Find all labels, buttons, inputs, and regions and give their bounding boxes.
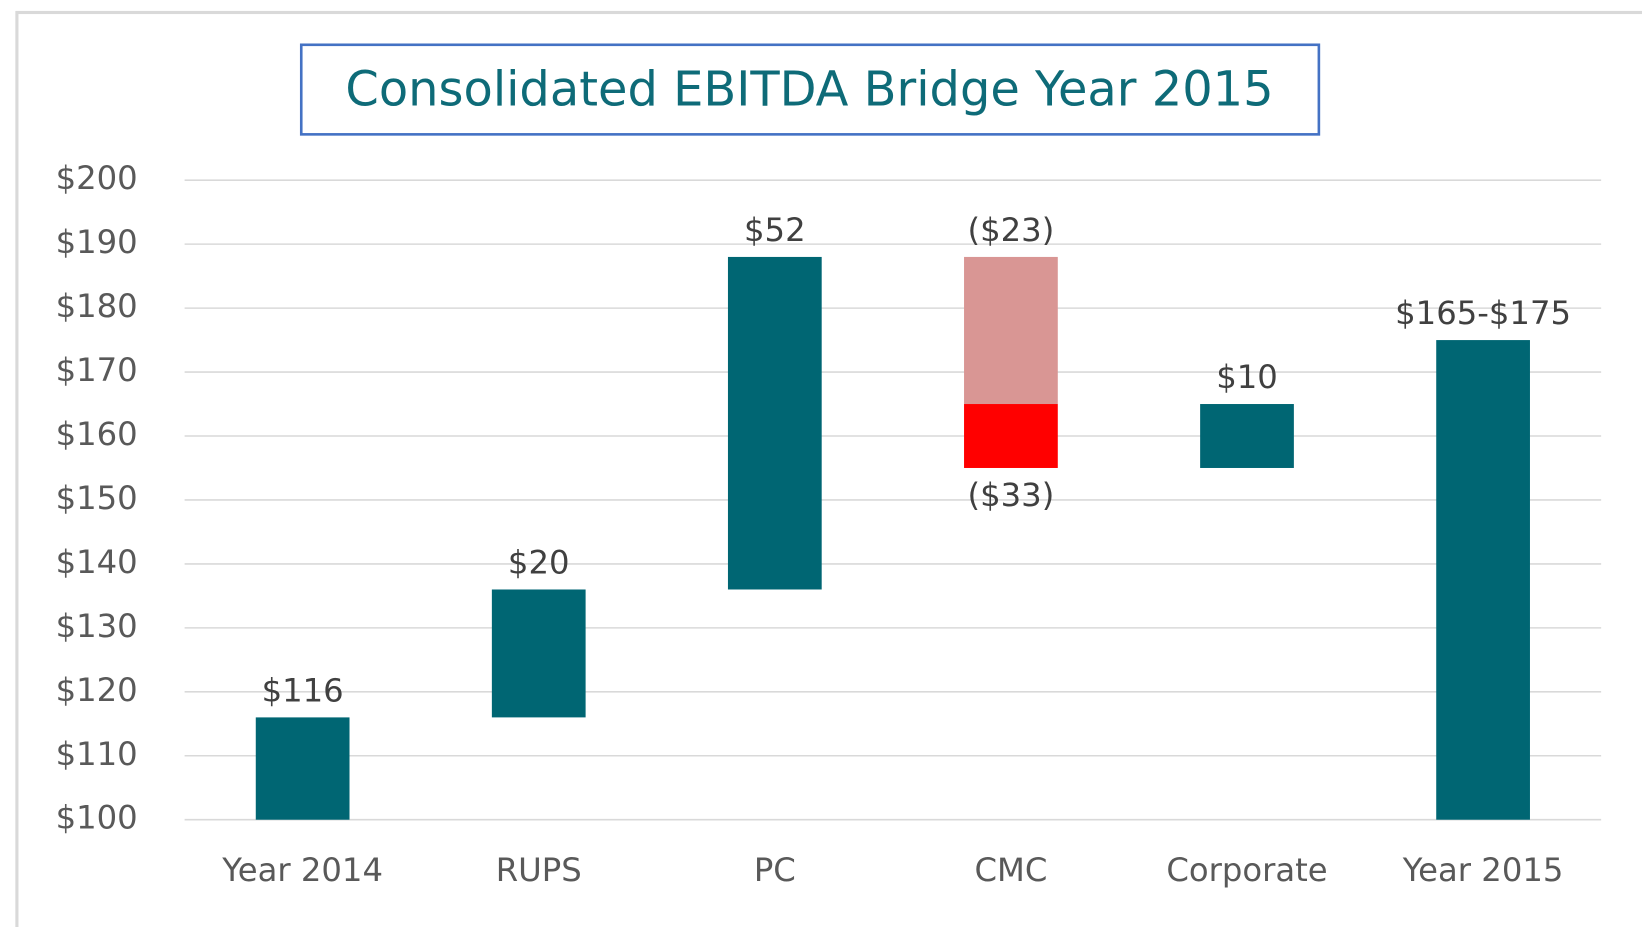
value-label: $10 (1216, 358, 1278, 396)
bar (1436, 340, 1530, 820)
bar (1200, 404, 1294, 468)
value-label: $116 (262, 671, 344, 709)
y-tick-label: $130 (56, 607, 138, 645)
x-tick-label: Corporate (1166, 851, 1327, 889)
y-tick-label: $100 (56, 799, 138, 837)
bar (491, 589, 586, 718)
value-label: ($23) (968, 211, 1055, 249)
y-tick-label: $140 (56, 543, 138, 581)
y-tick-label: $120 (56, 671, 138, 709)
plot: Year 2014 $116 RUPS $20 PC $52 CMC ($33) ($23) Co… (221, 211, 1571, 889)
y-tick-label: $180 (56, 287, 138, 325)
chart-title: Consolidated EBITDA Bridge Year 2015 (345, 63, 1273, 118)
title-box (299, 43, 1321, 136)
x-tick-label: PC (754, 851, 796, 889)
grid: $100 $110 $120 $130 $140 $150 $160 $170 $180 $190… (56, 159, 1602, 837)
y-tick-label: $150 (56, 479, 138, 517)
low-bar (964, 404, 1058, 468)
value-label: $165-$175 (1395, 294, 1571, 332)
x-tick-label: Year 2015 (1402, 851, 1564, 889)
bar (255, 717, 350, 820)
x-tick-label: Year 2014 (221, 851, 383, 889)
y-tick-label: $170 (56, 351, 138, 389)
y-tick-label: $190 (56, 223, 138, 261)
bar (727, 256, 822, 590)
x-tick-label: RUPS (496, 851, 582, 889)
y-tick-label: $110 (56, 735, 138, 773)
low-label: ($33) (968, 476, 1055, 514)
value-label: $52 (744, 211, 806, 249)
negative-bar (964, 256, 1058, 405)
value-label: $20 (508, 543, 570, 581)
y-tick-label: $160 (56, 415, 138, 453)
y-tick-label: $200 (56, 159, 138, 197)
x-tick-label: CMC (974, 851, 1047, 889)
